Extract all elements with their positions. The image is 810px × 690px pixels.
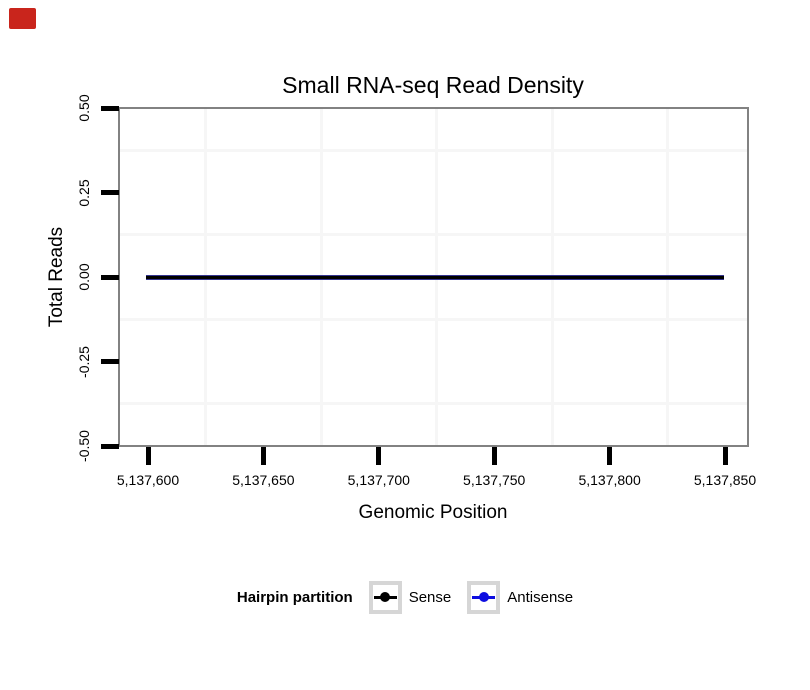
x-tick-label: 5,137,850 [693,472,757,488]
minor-gridline-h [120,233,747,237]
x-axis-title: Genomic Position [358,502,508,523]
x-axis-tick [260,447,266,465]
legend-item-sense: Sense [368,580,452,614]
x-tick-label: 5,137,800 [578,472,641,488]
x-tick-label: 5,137,600 [116,472,180,488]
legend-label-sense: Sense [408,588,452,606]
minor-gridline-h [120,402,747,406]
minor-gridline-h [120,317,747,321]
antisense-key-icon [467,580,501,614]
y-tick-label: 0.00 [76,263,92,291]
y-tick-label: 0.50 [76,94,92,122]
sense-dot-icon [380,592,391,602]
sense-key-icon [368,580,402,614]
legend-label-antisense: Antisense [507,588,574,606]
x-tick-label: 5,137,750 [463,472,526,488]
y-axis-tick [101,359,119,364]
legend-title: Hairpin partition [236,588,353,606]
y-axis-tick [101,443,119,449]
x-axis-tick [145,447,151,465]
read-density-line [146,274,724,280]
y-axis-tick [101,190,119,195]
y-tick-label: 0.25 [76,178,92,207]
red-marker [9,8,36,29]
minor-gridline-h [120,148,747,152]
x-axis-tick [722,447,728,465]
x-axis-tick [491,447,497,465]
y-tick-label: -0.25 [76,345,92,378]
y-axis-tick [101,105,119,111]
x-tick-label: 5,137,700 [347,472,410,488]
y-axis-tick [101,274,119,280]
plot-panel [118,107,749,447]
legend-item-antisense: Antisense [467,580,574,614]
chart-title: Small RNA-seq Read Density [282,72,584,98]
antisense-dot-icon [478,592,489,602]
x-axis-tick [607,447,613,465]
x-axis-tick [376,447,382,465]
y-tick-label: -0.50 [76,430,92,462]
y-axis-title: Total Reads [46,226,67,328]
x-tick-label: 5,137,650 [232,472,295,488]
legend: Hairpin partition Sense Antisense [0,579,810,615]
